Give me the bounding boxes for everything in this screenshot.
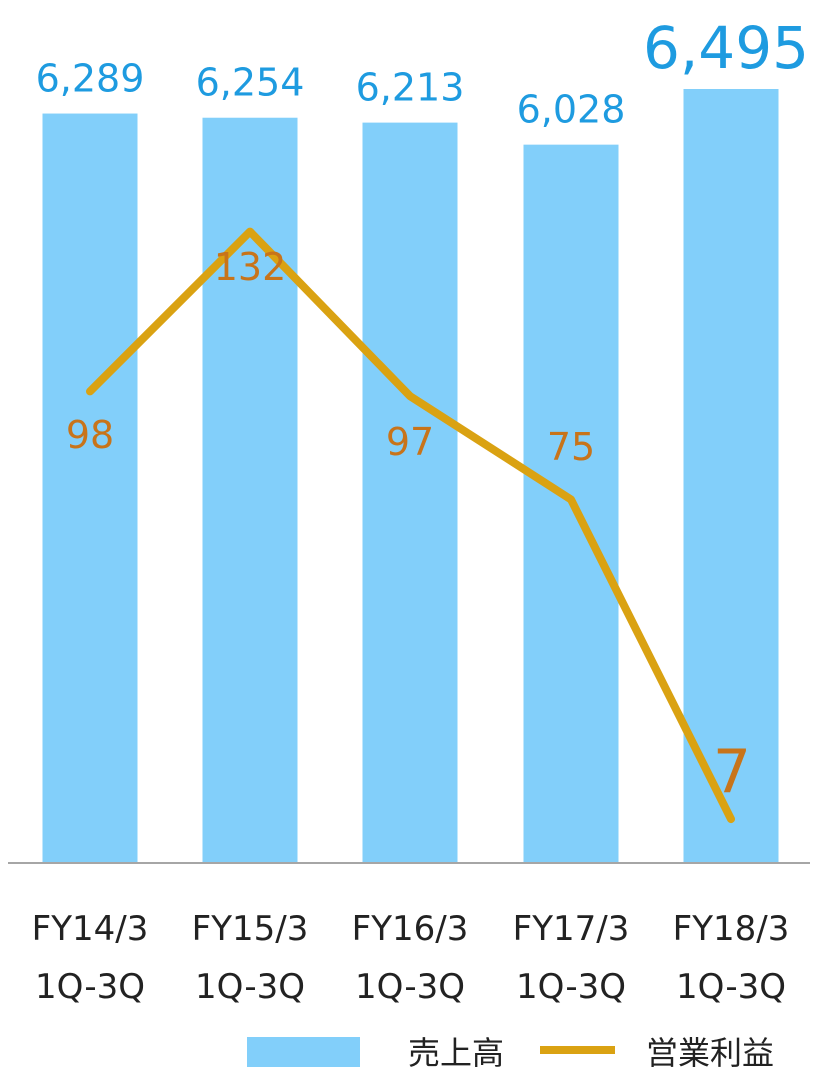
x-tick-label-1-line-1: FY14/3 [32,909,149,949]
bar-3 [362,122,458,864]
bar-1 [42,113,138,864]
bar-value-label-1: 6,289 [36,57,145,101]
legend-bar-label: 売上高 [408,1034,504,1067]
x-tick-label-3-line-1: FY16/3 [352,909,469,949]
line-value-label-3: 97 [386,420,434,464]
legend-line-label: 営業利益 [646,1034,774,1067]
line-value-label-2: 132 [214,245,287,289]
line-value-label-1: 98 [66,413,114,457]
x-tick-label-2-line-1: FY15/3 [192,909,309,949]
x-tick-label-1-line-2: 1Q-3Q [35,967,145,1007]
bar-value-label-3: 6,213 [356,66,465,110]
x-tick-label-4-line-2: 1Q-3Q [516,967,626,1007]
bar-5 [683,89,779,863]
bar-value-label-5: 6,495 [643,14,809,82]
x-tick-label-5-line-1: FY18/3 [673,909,790,949]
bar-value-labels: 6,289 6,254 6,213 6,028 6,495 [36,14,809,132]
x-tick-label-5-line-2: 1Q-3Q [676,967,786,1007]
bar-value-label-4: 6,028 [517,88,626,132]
line-value-label-4: 75 [547,425,595,469]
line-series [86,227,735,824]
bar-value-label-2: 6,254 [196,61,305,105]
bar-series [42,89,779,864]
line-value-label-5: 7 [713,737,751,807]
x-tick-label-2-line-2: 1Q-3Q [195,967,305,1007]
x-tick-label-3-line-2: 1Q-3Q [355,967,465,1007]
legend: 売上高 営業利益 [247,1034,774,1067]
x-tick-label-4-line-1: FY17/3 [513,909,630,949]
bar-2 [202,117,298,864]
line-value-labels: 98 132 97 75 7 [66,245,751,807]
x-axis-tick-labels: FY14/3 1Q-3Q FY15/3 1Q-3Q FY16/3 1Q-3Q FY17/3 1… [32,909,790,1007]
legend-bar-swatch [247,1037,360,1067]
